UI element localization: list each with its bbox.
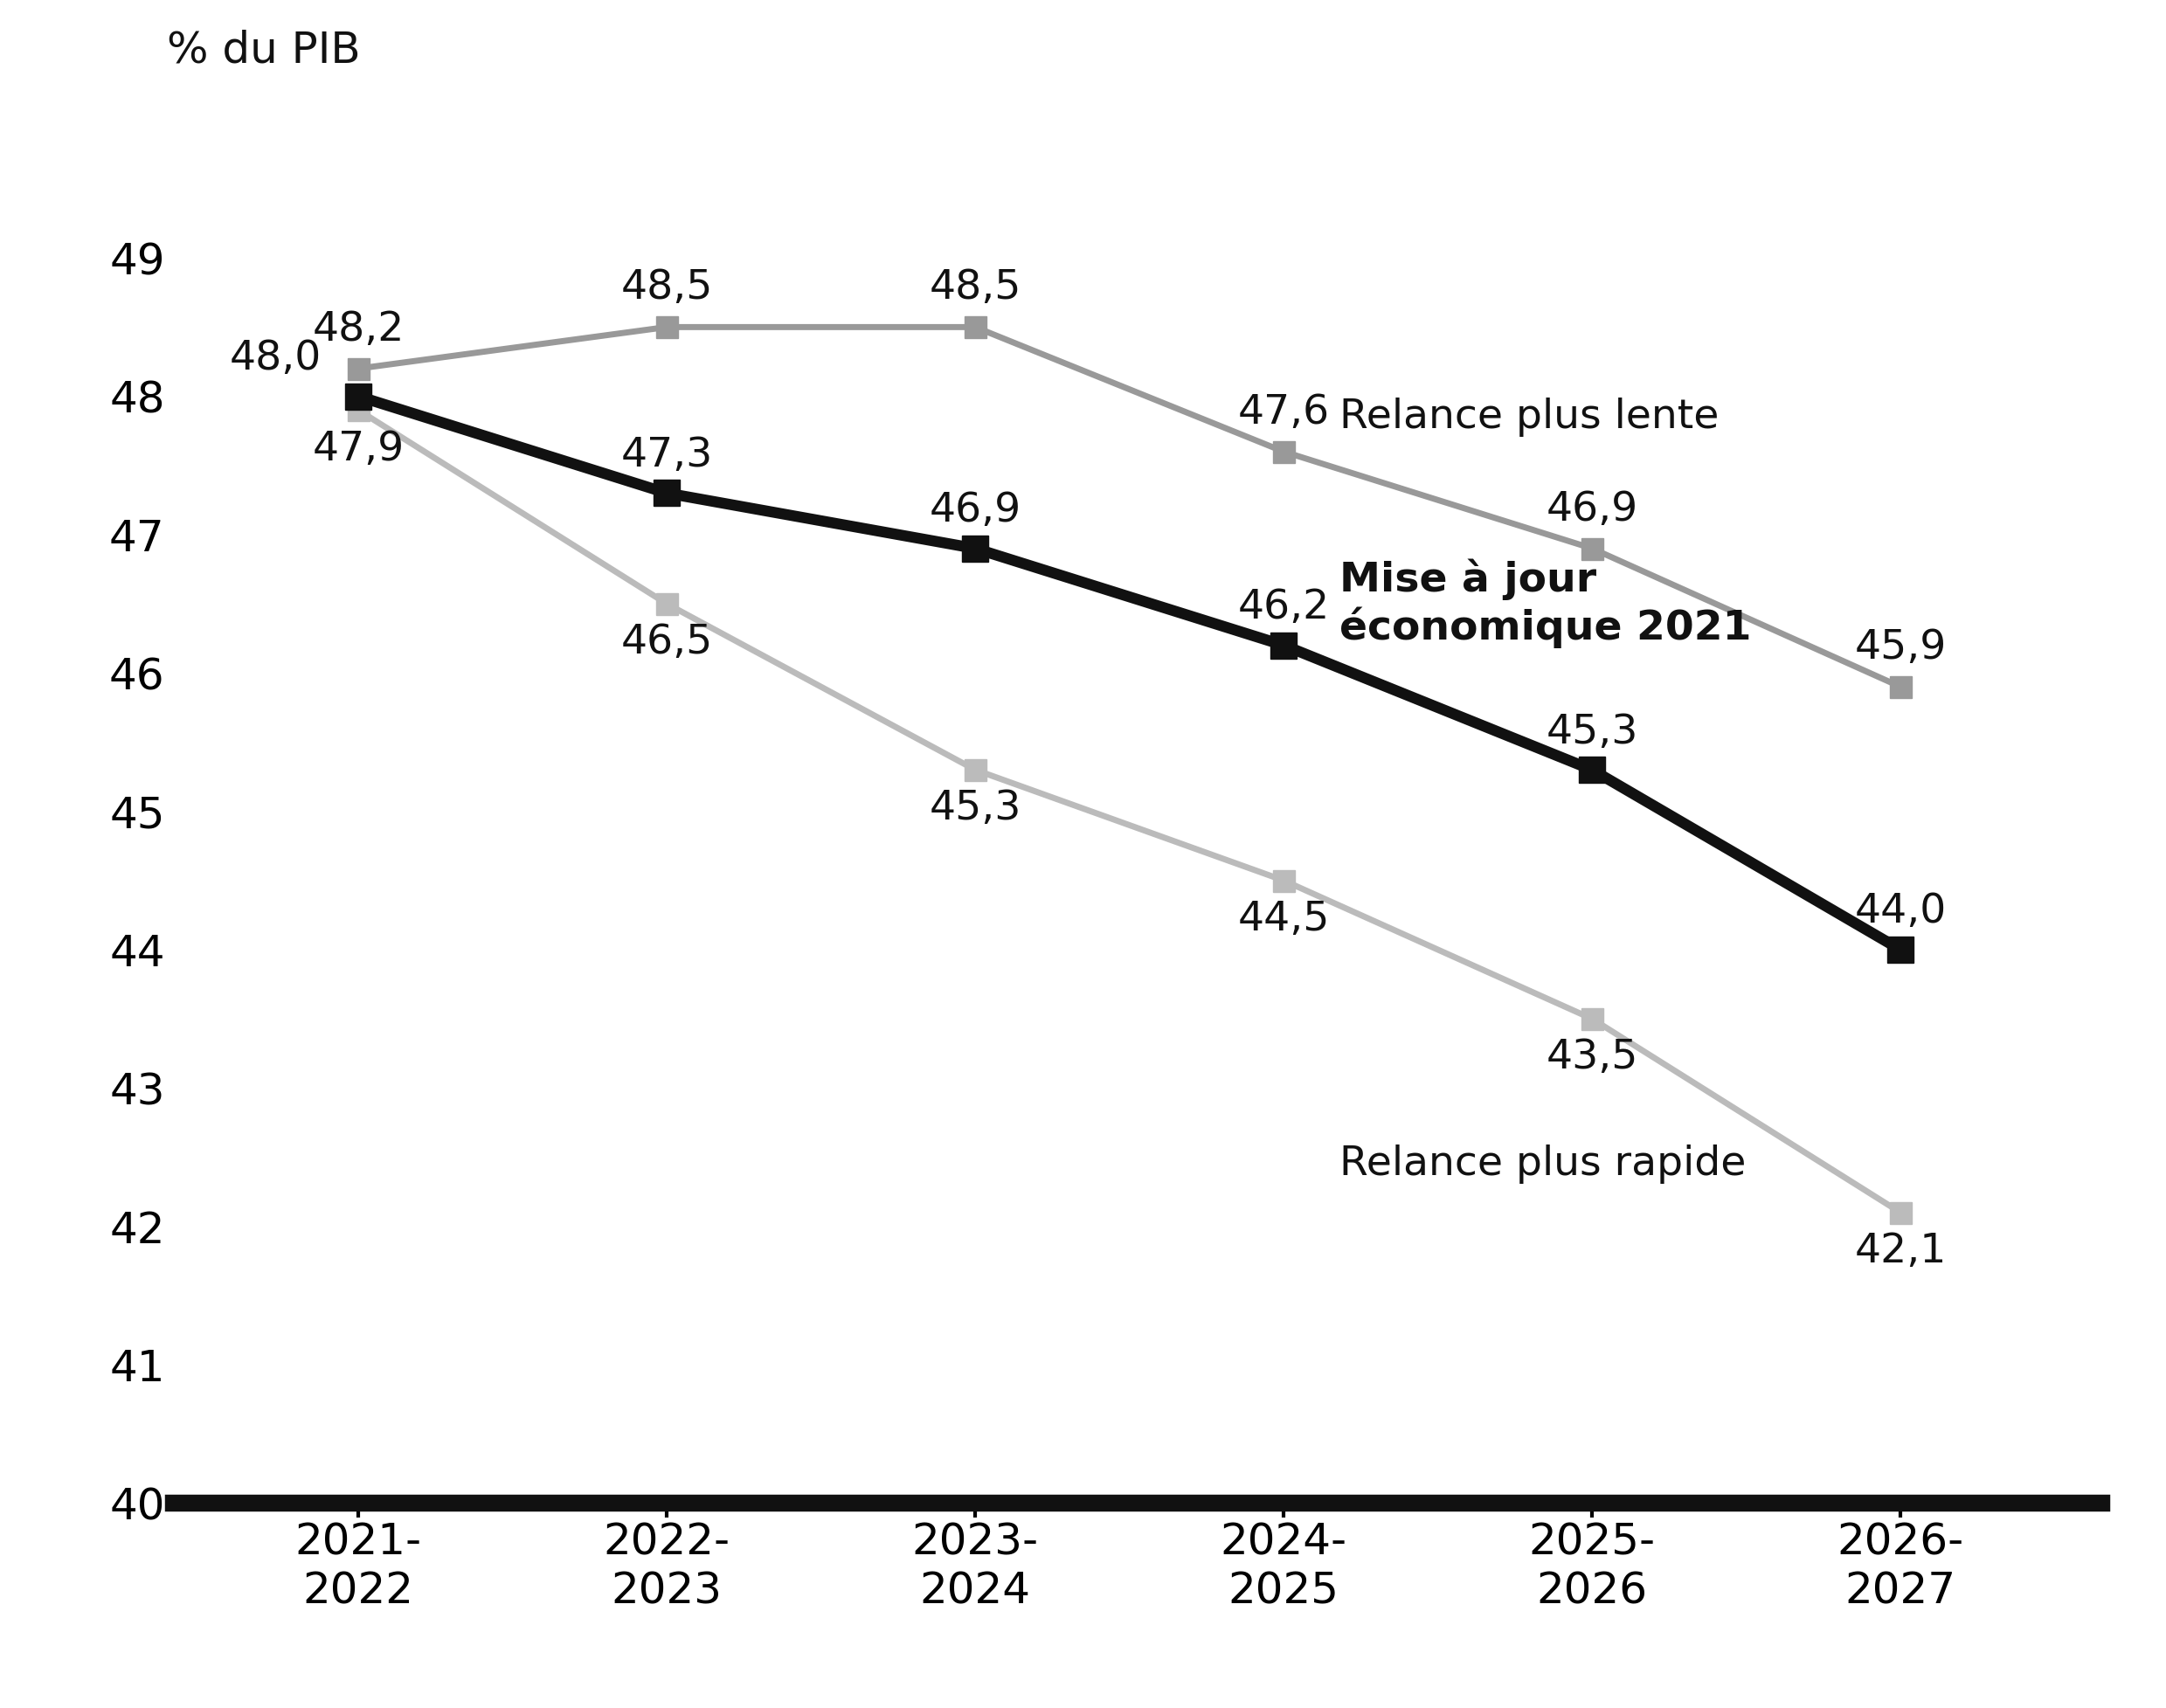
Text: 48,0: 48,0 <box>230 338 321 377</box>
Text: 47,9: 47,9 <box>312 429 405 468</box>
Text: 47,3: 47,3 <box>622 436 713 475</box>
Text: % du PIB: % du PIB <box>167 29 362 72</box>
Text: 45,3: 45,3 <box>1547 712 1637 752</box>
Text: 45,9: 45,9 <box>1854 629 1947 668</box>
Text: Relance plus lente: Relance plus lente <box>1339 398 1718 437</box>
Text: 45,3: 45,3 <box>929 789 1020 828</box>
Text: 46,9: 46,9 <box>1547 490 1637 529</box>
Text: 46,2: 46,2 <box>1237 588 1330 627</box>
Text: 44,0: 44,0 <box>1854 892 1947 931</box>
Text: Relance plus rapide: Relance plus rapide <box>1339 1144 1746 1184</box>
Text: 46,5: 46,5 <box>622 623 713 663</box>
Text: 48,5: 48,5 <box>622 268 713 307</box>
Text: 48,5: 48,5 <box>929 268 1020 307</box>
Text: 42,1: 42,1 <box>1854 1231 1947 1271</box>
Text: 44,5: 44,5 <box>1237 900 1330 939</box>
Text: Mise à jour
économique 2021: Mise à jour économique 2021 <box>1339 559 1750 649</box>
Text: 46,9: 46,9 <box>929 492 1020 531</box>
Text: 47,6: 47,6 <box>1237 393 1330 432</box>
Text: 48,2: 48,2 <box>312 309 405 348</box>
Text: 43,5: 43,5 <box>1547 1038 1637 1078</box>
